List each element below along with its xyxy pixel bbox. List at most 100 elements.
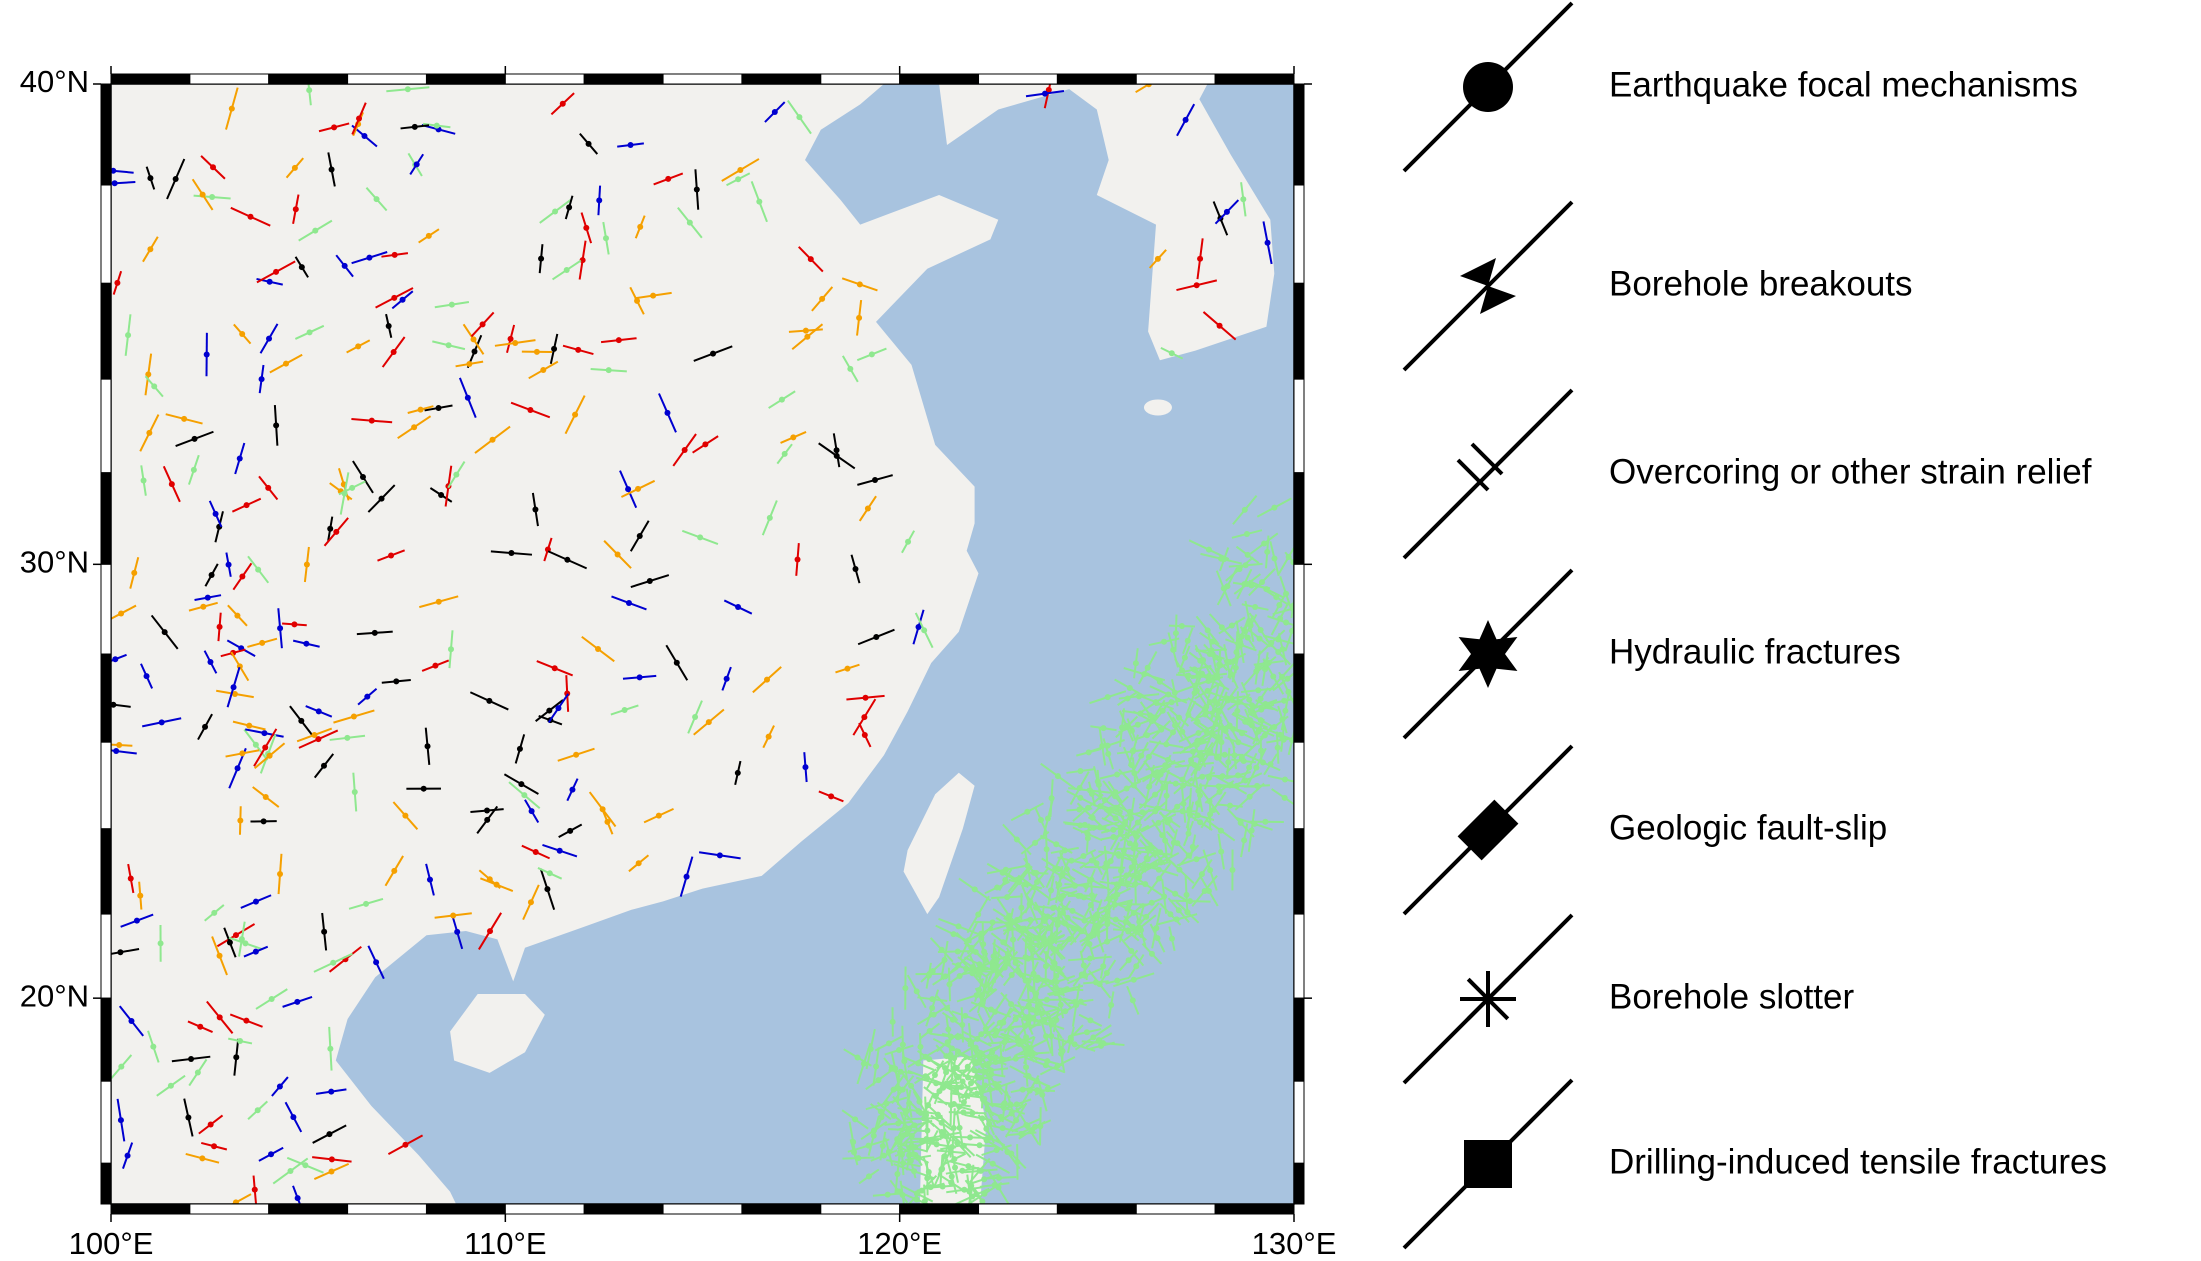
stress-indicator <box>420 785 427 792</box>
frame-block <box>100 1162 112 1205</box>
stress-indicator <box>1262 666 1269 673</box>
stress-indicator <box>507 335 514 342</box>
stress-indicator <box>117 1117 124 1124</box>
stress-indicator <box>1145 753 1152 760</box>
stress-indicator <box>959 1167 966 1174</box>
stress-indicator <box>634 297 641 304</box>
stress-indicator <box>976 961 983 968</box>
stress-indicator <box>1252 604 1259 611</box>
frame-block <box>1293 378 1305 474</box>
stress-indicator <box>735 176 742 183</box>
stress-indicator <box>413 161 420 168</box>
stress-indicator <box>1086 877 1093 884</box>
lon-tick-label: 110°E <box>464 1226 547 1261</box>
stress-indicator <box>1176 714 1183 721</box>
stress-indicator <box>1077 768 1084 775</box>
stress-indicator <box>265 484 272 491</box>
stress-indicator <box>385 322 392 329</box>
stress-indicator <box>1071 1041 1078 1048</box>
stress-indicator <box>1004 894 1011 901</box>
stress-indicator <box>466 360 473 367</box>
stress-indicator <box>1134 819 1141 826</box>
stress-indicator <box>239 573 246 580</box>
stress-indicator <box>262 744 269 751</box>
stress-indicator <box>254 1107 261 1114</box>
stress-indicator <box>361 133 368 140</box>
stress-indicator <box>952 1164 959 1171</box>
stress-indicator <box>161 629 168 636</box>
stress-indicator <box>1124 905 1131 912</box>
stress-indicator <box>1053 1016 1060 1023</box>
stress-indicator <box>1144 732 1151 739</box>
stress-indicator <box>216 623 223 630</box>
stress-indicator <box>948 1173 955 1180</box>
stress-indicator <box>737 166 744 173</box>
stress-indicator <box>1211 698 1218 705</box>
stress-indicator <box>1203 728 1210 735</box>
stress-indicator <box>1042 1033 1049 1040</box>
stress-indicator <box>1064 914 1071 921</box>
stress-indicator <box>860 1060 867 1067</box>
stress-indicator <box>892 1065 899 1072</box>
stress-indicator <box>1225 759 1232 766</box>
stress-indicator <box>1264 548 1271 555</box>
stress-indicator <box>1183 891 1190 898</box>
stress-indicator <box>1006 912 1013 919</box>
stress-indicator <box>127 875 134 882</box>
stress-indicator <box>1044 815 1051 822</box>
stress-indicator <box>1025 1002 1032 1009</box>
stress-indicator <box>896 1047 903 1054</box>
stress-indicator <box>559 100 566 107</box>
stress-indicator <box>1004 960 1011 967</box>
stress-indicator <box>294 998 301 1005</box>
stress-indicator <box>897 1149 904 1156</box>
stress-indicator <box>1132 880 1139 887</box>
stress-indicator <box>1071 998 1078 1005</box>
stress-indicator <box>650 292 657 299</box>
stress-indicator <box>933 1141 940 1148</box>
stress-indicator <box>852 1116 859 1123</box>
stress-indicator <box>1001 1039 1008 1046</box>
stress-indicator <box>909 1151 916 1158</box>
frame-block <box>100 282 112 380</box>
stress-indicator <box>1261 540 1268 547</box>
stress-indicator <box>1000 1101 1007 1108</box>
stress-indicator <box>118 610 125 617</box>
stress-indicator <box>595 646 602 653</box>
stress-indicator <box>393 678 400 685</box>
stress-indicator <box>959 1078 966 1085</box>
stress-indicator <box>1100 725 1107 732</box>
stress-indicator <box>167 1082 174 1089</box>
stress-indicator <box>371 629 378 636</box>
stress-indicator <box>1216 788 1223 795</box>
stress-indicator <box>988 1006 995 1013</box>
stress-indicator <box>551 665 558 672</box>
stress-indicator <box>954 1034 961 1041</box>
stress-indicator <box>596 197 603 204</box>
stress-indicator <box>1241 837 1248 844</box>
stress-indicator <box>969 970 976 977</box>
stress-indicator <box>1259 759 1266 766</box>
stress-indicator <box>1146 783 1153 790</box>
frame-block <box>741 73 822 85</box>
stress-indicator <box>210 164 217 171</box>
stress-indicator <box>147 175 154 182</box>
stress-indicator <box>1237 638 1244 645</box>
stress-indicator <box>1008 1001 1015 1008</box>
stress-indicator <box>604 818 611 825</box>
stress-indicator <box>426 876 433 883</box>
stress-indicator <box>1204 687 1211 694</box>
stress-indicator <box>1114 977 1121 984</box>
stress-indicator <box>1024 862 1031 869</box>
stress-indicator <box>1019 925 1026 932</box>
frame-block <box>899 73 980 85</box>
stress-indicator <box>151 383 158 390</box>
stress-indicator <box>1262 701 1269 708</box>
stress-indicator <box>1179 728 1186 735</box>
stress-indicator <box>960 1109 967 1116</box>
stress-indicator <box>231 690 238 697</box>
stress-indicator <box>1059 1047 1066 1054</box>
stress-indicator <box>1136 873 1143 880</box>
stress-indicator <box>188 1055 195 1062</box>
stress-indicator <box>1129 997 1136 1004</box>
